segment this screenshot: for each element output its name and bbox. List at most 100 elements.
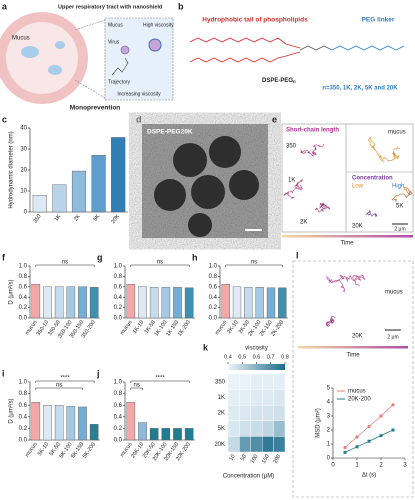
bar-chart: h0.00.20.40.60.81.0mucus2K-102K-502K-100… bbox=[192, 252, 288, 338]
panel-letter: f bbox=[2, 252, 6, 262]
y-tick-label: 20K bbox=[214, 442, 225, 448]
heatmap-cell bbox=[239, 420, 251, 437]
bar bbox=[255, 287, 264, 319]
heatmap-cell bbox=[239, 405, 251, 422]
frame bbox=[281, 123, 414, 233]
x-tick-label: 20K bbox=[110, 213, 121, 225]
label: n bbox=[293, 79, 296, 84]
y-tick-label: 0.0 bbox=[114, 438, 123, 444]
label: 2K bbox=[300, 220, 307, 226]
significance-bracket bbox=[130, 264, 190, 267]
panel-letter: d bbox=[136, 114, 142, 124]
bar bbox=[126, 402, 136, 441]
heatmap-cell bbox=[273, 436, 286, 453]
heatmap-cell bbox=[227, 389, 240, 406]
head bbox=[299, 45, 333, 51]
label: 20K bbox=[352, 334, 363, 340]
x-tick-label: 50 bbox=[240, 454, 248, 462]
bar bbox=[31, 284, 41, 319]
y-tick-label: 5K bbox=[218, 426, 225, 432]
bar bbox=[266, 287, 276, 319]
data-point bbox=[355, 435, 359, 439]
bar bbox=[54, 405, 64, 441]
x-tick-label: 1 bbox=[355, 463, 359, 469]
nanoshield bbox=[148, 38, 162, 52]
x-tick-label: 0 bbox=[331, 463, 335, 469]
y-tick-label: 0.2 bbox=[114, 426, 123, 432]
label: Trajectory bbox=[108, 79, 131, 85]
heatmap-cell bbox=[250, 436, 263, 453]
heatmap-cell bbox=[273, 373, 286, 390]
y-tick-label: 0.4 bbox=[114, 414, 123, 420]
data-point bbox=[367, 424, 371, 429]
x-tick-label: 5K-10 bbox=[37, 442, 50, 457]
bar bbox=[89, 424, 99, 441]
label: Hydrophobic tail of phospholipids bbox=[202, 17, 308, 24]
significance-bracket bbox=[35, 387, 83, 390]
y-tick-label: 2K bbox=[218, 411, 225, 417]
y-tick-label: 0.2 bbox=[209, 305, 218, 311]
particles bbox=[154, 136, 259, 237]
trajectory bbox=[365, 210, 378, 217]
colorbar-tick-label: 0.4 bbox=[224, 354, 232, 360]
panel-d: d DSPE-PEG20K bbox=[136, 114, 268, 238]
significance-bracket bbox=[35, 380, 95, 383]
trajectory bbox=[326, 274, 366, 293]
y-tick-label: 0.6 bbox=[114, 403, 123, 409]
trajectory bbox=[111, 57, 129, 76]
trajectory bbox=[314, 202, 331, 213]
label: mucus bbox=[388, 130, 406, 136]
x-tick-label: 200 bbox=[273, 454, 283, 465]
x-axis-label: Δt (s) bbox=[362, 473, 376, 479]
y-tick-label: 5 bbox=[327, 386, 331, 392]
label: 2 μm bbox=[387, 334, 398, 340]
colorbar-tick-label: 0.7 bbox=[267, 354, 275, 360]
panel-letter: a bbox=[2, 1, 8, 11]
panel-letter: h bbox=[192, 252, 198, 262]
data-point bbox=[343, 450, 347, 454]
trajectory bbox=[283, 178, 303, 199]
significance-bracket bbox=[130, 387, 143, 390]
x-tick-label: mucus bbox=[214, 319, 228, 336]
significance-bracket bbox=[225, 264, 283, 267]
y-tick-label: 1.0 bbox=[114, 264, 123, 270]
label: DSPE-PEG bbox=[262, 78, 293, 84]
y-tick-label: 0 bbox=[327, 456, 331, 462]
y-tick-label: 20 bbox=[20, 168, 27, 174]
significance-label: **** bbox=[155, 376, 165, 382]
y-tick-label: 0.6 bbox=[114, 284, 123, 290]
panel-l: l mucus 20K 2 μm Time bbox=[292, 250, 414, 498]
x-tick-label: mucus bbox=[24, 441, 38, 458]
bar bbox=[149, 428, 159, 441]
bar bbox=[91, 155, 106, 213]
y-tick-label: 0.6 bbox=[19, 403, 28, 409]
data-point bbox=[391, 428, 395, 432]
label: High viscosity bbox=[143, 22, 174, 28]
line-chart: 0 1 2 3 4 5 0 1 2 3 mucus 20K-200 MSD (μm²) Δt (s) bbox=[316, 386, 408, 479]
panel-letter: g bbox=[97, 252, 103, 262]
bar bbox=[278, 287, 287, 319]
bar bbox=[66, 406, 76, 441]
significance-label: ns bbox=[157, 260, 163, 266]
y-tick-label: 0.4 bbox=[19, 414, 28, 420]
label: mucus bbox=[385, 290, 403, 296]
bar bbox=[66, 286, 76, 319]
heatmap-cell bbox=[227, 373, 240, 390]
bar bbox=[71, 170, 87, 213]
trajectory bbox=[325, 315, 336, 327]
heatmap-cell bbox=[227, 436, 240, 453]
data-point bbox=[391, 403, 395, 407]
label: High bbox=[392, 184, 404, 190]
panel-letter: l bbox=[296, 250, 299, 260]
frame bbox=[292, 260, 414, 498]
bar bbox=[138, 286, 147, 319]
y-tick-label: 0.6 bbox=[209, 284, 218, 290]
bar bbox=[43, 405, 52, 441]
legend-label: mucus bbox=[348, 389, 366, 395]
bar bbox=[221, 284, 230, 319]
connector bbox=[74, 19, 106, 31]
bar bbox=[161, 428, 171, 441]
bar bbox=[173, 428, 182, 441]
y-axis-label: D (μm²/s) bbox=[9, 279, 15, 304]
bar bbox=[173, 287, 182, 319]
